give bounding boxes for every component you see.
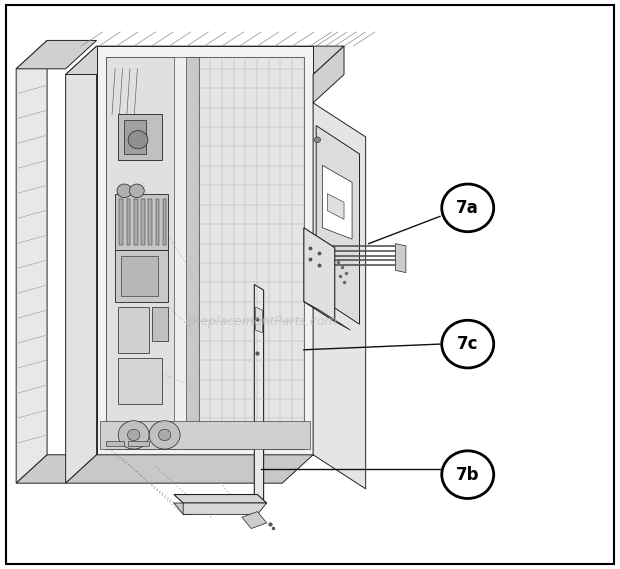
Polygon shape bbox=[118, 307, 149, 353]
Polygon shape bbox=[153, 307, 168, 341]
Text: 7a: 7a bbox=[456, 199, 479, 217]
Circle shape bbox=[314, 284, 321, 290]
Circle shape bbox=[442, 451, 494, 498]
Polygon shape bbox=[304, 228, 335, 321]
Polygon shape bbox=[100, 420, 310, 449]
Polygon shape bbox=[66, 46, 97, 483]
Polygon shape bbox=[16, 455, 97, 483]
Polygon shape bbox=[254, 284, 264, 500]
Polygon shape bbox=[163, 199, 167, 245]
Polygon shape bbox=[122, 256, 159, 296]
Polygon shape bbox=[327, 193, 344, 219]
Polygon shape bbox=[106, 440, 125, 446]
Circle shape bbox=[130, 184, 144, 197]
Text: 7c: 7c bbox=[457, 335, 479, 353]
Polygon shape bbox=[66, 455, 313, 483]
Polygon shape bbox=[174, 503, 192, 514]
Polygon shape bbox=[106, 57, 174, 449]
Circle shape bbox=[442, 184, 494, 232]
Polygon shape bbox=[115, 250, 168, 302]
Polygon shape bbox=[16, 40, 97, 69]
Circle shape bbox=[117, 184, 132, 197]
Polygon shape bbox=[118, 114, 162, 160]
Polygon shape bbox=[125, 120, 146, 154]
Polygon shape bbox=[118, 358, 162, 403]
Circle shape bbox=[118, 420, 149, 449]
Polygon shape bbox=[106, 57, 304, 449]
Polygon shape bbox=[126, 199, 130, 245]
Polygon shape bbox=[16, 40, 47, 483]
Polygon shape bbox=[156, 199, 159, 245]
Circle shape bbox=[159, 429, 171, 440]
Polygon shape bbox=[128, 440, 149, 446]
Circle shape bbox=[128, 429, 140, 440]
Polygon shape bbox=[174, 494, 267, 503]
Polygon shape bbox=[66, 46, 344, 75]
Polygon shape bbox=[183, 503, 267, 514]
Polygon shape bbox=[255, 307, 262, 333]
Circle shape bbox=[314, 137, 321, 143]
Polygon shape bbox=[97, 46, 313, 455]
Circle shape bbox=[149, 420, 180, 449]
Polygon shape bbox=[396, 244, 406, 273]
Polygon shape bbox=[198, 57, 304, 449]
Text: eReplacementParts.com: eReplacementParts.com bbox=[184, 315, 337, 328]
Polygon shape bbox=[186, 57, 198, 449]
Polygon shape bbox=[316, 126, 360, 324]
Polygon shape bbox=[304, 302, 350, 330]
Polygon shape bbox=[141, 199, 145, 245]
Polygon shape bbox=[115, 193, 168, 250]
Polygon shape bbox=[313, 46, 344, 103]
Polygon shape bbox=[134, 199, 138, 245]
Text: 7b: 7b bbox=[456, 465, 479, 484]
Polygon shape bbox=[242, 512, 267, 529]
Polygon shape bbox=[120, 199, 123, 245]
Polygon shape bbox=[148, 199, 152, 245]
Polygon shape bbox=[313, 103, 366, 489]
Polygon shape bbox=[322, 166, 352, 239]
Circle shape bbox=[128, 131, 148, 149]
Circle shape bbox=[442, 320, 494, 368]
